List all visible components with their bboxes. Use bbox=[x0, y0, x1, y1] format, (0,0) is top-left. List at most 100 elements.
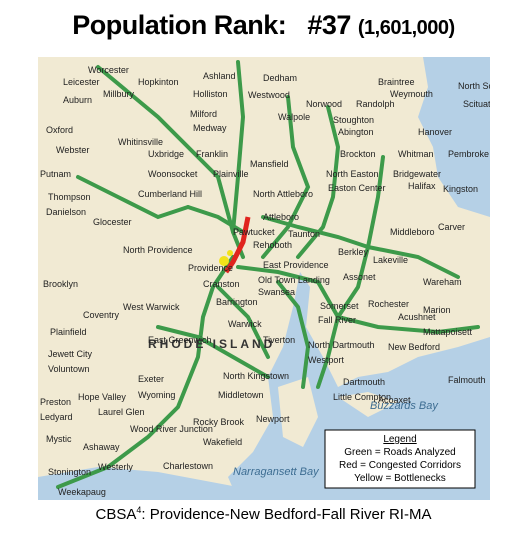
place-label: Holliston bbox=[193, 89, 228, 99]
place-label: Bridgewater bbox=[393, 169, 441, 179]
place-label: Whitinsville bbox=[118, 137, 163, 147]
place-label: Fall River bbox=[318, 315, 356, 325]
place-label: Halifax bbox=[408, 181, 436, 191]
place-label: Franklin bbox=[196, 149, 228, 159]
place-label: Assonet bbox=[343, 272, 376, 282]
place-label: Walpole bbox=[278, 112, 310, 122]
caption-text: : Providence-New Bedford-Fall River RI-M… bbox=[141, 506, 432, 523]
place-label: Wood River Junction bbox=[130, 424, 213, 434]
caption-note: 4 bbox=[136, 505, 142, 515]
water bbox=[418, 57, 490, 217]
place-label: Barrington bbox=[216, 297, 258, 307]
place-label: Jewett City bbox=[48, 349, 93, 359]
place-label: Marion bbox=[423, 305, 451, 315]
place-label: Kingston bbox=[443, 184, 478, 194]
place-label: Pembroke bbox=[448, 149, 489, 159]
place-label: Milford bbox=[190, 109, 217, 119]
place-label: Rehoboth bbox=[253, 240, 292, 250]
congested-corridor bbox=[223, 216, 251, 274]
place-label: Middleboro bbox=[390, 227, 435, 237]
place-label: Coventry bbox=[83, 310, 120, 320]
place-label: Newport bbox=[256, 414, 290, 424]
place-label: North Dartmouth bbox=[308, 340, 375, 350]
place-label: Old Town Landing bbox=[258, 275, 330, 285]
place-label: Ashland bbox=[203, 71, 236, 81]
legend: Legend Green = Roads Analyzed Red = Cong… bbox=[324, 429, 476, 489]
place-label: New Bedford bbox=[388, 342, 440, 352]
population: (1,601,000) bbox=[357, 17, 455, 39]
place-label: West Warwick bbox=[123, 302, 180, 312]
place-label: Worcester bbox=[88, 65, 129, 75]
place-label: Wareham bbox=[423, 277, 462, 287]
place-label: Charlestown bbox=[163, 461, 213, 471]
place-label: Hopkinton bbox=[138, 77, 179, 87]
place-label: Auburn bbox=[63, 95, 92, 105]
place-label: Stoughton bbox=[333, 115, 374, 125]
place-label: Whitman bbox=[398, 149, 434, 159]
place-label: Acushnet bbox=[398, 312, 436, 322]
place-label: North Attleboro bbox=[253, 189, 313, 199]
place-label: Uxbridge bbox=[148, 149, 184, 159]
place-label: Somerset bbox=[320, 301, 359, 311]
place-label: Taunton bbox=[288, 229, 320, 239]
place-label: Wakefield bbox=[203, 437, 242, 447]
caption: CBSA4: Providence-New Bedford-Fall River… bbox=[0, 505, 527, 523]
place-label: Cumberland Hill bbox=[138, 189, 202, 199]
place-label: Providence bbox=[188, 263, 233, 273]
place-label: Plainfield bbox=[50, 327, 87, 337]
title-text: Population Rank: bbox=[72, 10, 287, 40]
place-label: Abington bbox=[338, 127, 374, 137]
place-label: Scituate bbox=[463, 99, 490, 109]
place-label: Webster bbox=[56, 145, 89, 155]
place-label: Ashaway bbox=[83, 442, 120, 452]
place-label: Attleboro bbox=[263, 212, 299, 222]
place-label: Woonsocket bbox=[148, 169, 198, 179]
map: RHODE ISLAND Narragansett Bay Buzzards B… bbox=[38, 57, 490, 500]
place-label: Easton Center bbox=[328, 183, 386, 193]
place-label: Dartmouth bbox=[343, 377, 385, 387]
rank: #37 bbox=[307, 10, 351, 40]
caption-prefix: CBSA bbox=[95, 506, 137, 523]
place-label: Glocester bbox=[93, 217, 132, 227]
place-label: North Kingstown bbox=[223, 371, 289, 381]
place-label: Leicester bbox=[63, 77, 100, 87]
place-label: Swansea bbox=[258, 287, 295, 297]
place-label: North Easton bbox=[326, 169, 379, 179]
place-label: Acoaxet bbox=[378, 395, 411, 405]
legend-item: Green = Roads Analyzed bbox=[344, 447, 455, 458]
place-label: Danielson bbox=[46, 207, 86, 217]
place-label: Brockton bbox=[340, 149, 376, 159]
place-label: Stonington bbox=[48, 467, 91, 477]
place-label: Mattapoisett bbox=[423, 327, 473, 337]
place-label: East Greenwich bbox=[148, 335, 212, 345]
bottleneck bbox=[227, 250, 233, 256]
place-label: Norwood bbox=[306, 99, 342, 109]
place-label: North Providence bbox=[123, 245, 193, 255]
legend-item: Yellow = Bottlenecks bbox=[354, 473, 446, 484]
land bbox=[338, 392, 398, 417]
place-label: Laurel Glen bbox=[98, 407, 145, 417]
place-label: Braintree bbox=[378, 77, 415, 87]
place-label: Plainville bbox=[213, 169, 249, 179]
place-label: East Providence bbox=[263, 260, 329, 270]
place-label: Dedham bbox=[263, 73, 297, 83]
place-label: Falmouth bbox=[448, 375, 486, 385]
place-label: Mystic bbox=[46, 434, 72, 444]
place-label: Brooklyn bbox=[43, 279, 78, 289]
bottleneck bbox=[219, 256, 229, 266]
legend-item: Red = Congested Corridors bbox=[339, 460, 461, 471]
place-label: Cranston bbox=[203, 279, 240, 289]
place-label: Carver bbox=[438, 222, 465, 232]
place-label: Rocky Brook bbox=[193, 417, 245, 427]
place-label: Medway bbox=[193, 123, 227, 133]
title: Population Rank: #37 (1,601,000) bbox=[0, 10, 527, 41]
place-label: Westerly bbox=[98, 462, 133, 472]
place-label: Pawtucket bbox=[233, 227, 275, 237]
place-label: Westwood bbox=[248, 90, 290, 100]
place-label: Hanover bbox=[418, 127, 452, 137]
place-label: Weymouth bbox=[390, 89, 433, 99]
place-label: Hope Valley bbox=[78, 392, 126, 402]
island bbox=[278, 377, 318, 447]
legend-title: Legend bbox=[383, 434, 416, 445]
